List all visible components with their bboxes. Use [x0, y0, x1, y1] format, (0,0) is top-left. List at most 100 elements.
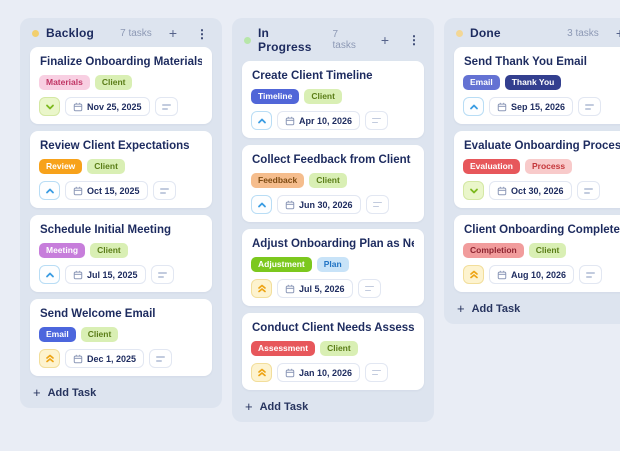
due-date-chip[interactable]: Jan 10, 2026 [277, 363, 361, 382]
add-card-button[interactable]: + [167, 26, 179, 40]
due-date-chip[interactable]: Oct 30, 2026 [489, 181, 572, 201]
calendar-icon [497, 102, 507, 112]
due-date-label: Aug 10, 2026 [511, 269, 567, 280]
add-task-button[interactable]: + Add Task [245, 400, 421, 413]
card-controls: Oct 30, 2026 [463, 181, 620, 201]
tag: Review [39, 159, 83, 175]
card-tags: Completion Client [463, 243, 620, 259]
card-tags: Feedback Client [251, 173, 415, 188]
task-card[interactable]: Conduct Client Needs Assessment Assessme… [242, 313, 424, 390]
priority-button[interactable] [251, 363, 272, 382]
notes-button[interactable] [576, 181, 600, 201]
column-task-count: 7 tasks [120, 27, 152, 39]
card-title: Client Onboarding Completed [464, 224, 620, 237]
column-menu-button[interactable]: ⋮ [194, 27, 210, 40]
due-date-label: Dec 1, 2025 [87, 353, 137, 364]
calendar-icon [73, 102, 83, 112]
card-title: Send Welcome Email [40, 308, 156, 321]
chevron-up-icon [45, 188, 54, 194]
card-list: Create Client Timeline Timeline Client A… [242, 61, 424, 390]
task-card[interactable]: Schedule Initial Meeting Meeting Client … [30, 215, 212, 293]
notes-icon [585, 104, 595, 110]
due-date-chip[interactable]: Oct 15, 2025 [65, 181, 148, 201]
calendar-icon [285, 116, 295, 125]
kebab-menu-icon: ⋮ [196, 26, 208, 41]
task-card[interactable]: Send Welcome Email Email Client Dec 1, 2… [30, 299, 212, 377]
column-status-dot [456, 29, 463, 37]
priority-button[interactable] [39, 265, 60, 285]
add-task-button[interactable]: + Add Task [33, 386, 209, 399]
card-controls: Jul 15, 2025 [39, 265, 203, 285]
task-card[interactable]: Client Onboarding Completed Completion C… [454, 215, 620, 293]
column-menu-button[interactable]: ⋮ [406, 33, 422, 46]
task-card[interactable]: Evaluate Onboarding Process Evaluation P… [454, 131, 620, 209]
task-card[interactable]: Adjust Onboarding Plan as Needed Adjustm… [242, 229, 424, 306]
card-tags: Review Client [39, 159, 203, 175]
tag: Client [80, 327, 119, 343]
calendar-icon [285, 200, 295, 209]
priority-button[interactable] [39, 181, 60, 201]
notes-button[interactable] [357, 279, 381, 298]
double-chevron-up-icon [257, 284, 266, 293]
notes-button[interactable] [154, 97, 178, 117]
task-card[interactable]: Create Client Timeline Timeline Client A… [242, 61, 424, 138]
notes-button[interactable] [365, 363, 389, 382]
due-date-chip[interactable]: Apr 10, 2026 [277, 111, 361, 130]
due-date-chip[interactable]: Jun 30, 2026 [277, 195, 361, 214]
calendar-icon [497, 186, 507, 196]
notes-button[interactable] [365, 111, 389, 130]
priority-button[interactable] [39, 97, 60, 117]
notes-button[interactable] [365, 195, 389, 214]
card-tags: Timeline Client [251, 89, 415, 104]
add-card-button[interactable]: + [614, 26, 620, 40]
tag: Email [463, 75, 500, 91]
notes-button[interactable] [579, 265, 603, 285]
priority-button[interactable] [251, 111, 272, 130]
priority-button[interactable] [463, 181, 484, 201]
due-date-chip[interactable]: Aug 10, 2026 [489, 265, 575, 285]
due-date-chip[interactable]: Dec 1, 2025 [65, 349, 145, 369]
due-date-label: Nov 25, 2025 [87, 101, 142, 112]
notes-button[interactable] [578, 97, 602, 117]
notes-icon [372, 117, 382, 124]
due-date-chip[interactable]: Nov 25, 2025 [65, 97, 150, 117]
priority-button[interactable] [251, 279, 272, 298]
column-status-dot [244, 36, 251, 44]
due-date-chip[interactable]: Jul 5, 2026 [277, 279, 353, 298]
add-task-label: Add Task [259, 400, 309, 413]
task-card[interactable]: Finalize Onboarding Materials Materials … [30, 47, 212, 125]
task-card[interactable]: Send Thank You Email Email Thank You Sep… [454, 47, 620, 125]
add-task-button[interactable]: + Add Task [457, 302, 620, 315]
due-date-chip[interactable]: Jul 15, 2025 [65, 265, 146, 285]
column-title: Done [470, 26, 501, 41]
due-date-label: Oct 15, 2025 [87, 185, 140, 196]
priority-button[interactable] [463, 265, 484, 285]
card-controls: Jan 10, 2026 [251, 363, 415, 382]
notes-button[interactable] [150, 265, 174, 285]
notes-button[interactable] [152, 181, 176, 201]
priority-button[interactable] [463, 97, 484, 117]
notes-icon [161, 104, 171, 110]
chevron-down-icon [45, 104, 54, 110]
notes-icon [364, 285, 374, 292]
tag: Process [524, 159, 573, 175]
add-card-button[interactable]: + [379, 33, 391, 47]
due-date-label: Jan 10, 2026 [299, 367, 353, 378]
column-task-count: 7 tasks [332, 29, 356, 51]
due-date-chip[interactable]: Sep 15, 2026 [489, 97, 574, 117]
due-date-label: Apr 10, 2026 [299, 115, 353, 126]
tag: Client [304, 89, 342, 104]
plus-icon: + [380, 31, 389, 48]
kebab-menu-icon: ⋮ [408, 33, 420, 48]
task-card[interactable]: Collect Feedback from Client Feedback Cl… [242, 145, 424, 222]
card-title: Adjust Onboarding Plan as Needed [252, 238, 414, 250]
notes-icon [159, 188, 169, 194]
card-controls: Oct 15, 2025 [39, 181, 203, 201]
task-card[interactable]: Review Client Expectations Review Client… [30, 131, 212, 209]
column-header: In Progress 7 tasks + ⋮ [242, 24, 424, 61]
priority-button[interactable] [251, 195, 272, 214]
card-tags: Materials Client [39, 75, 203, 91]
notes-button[interactable] [149, 349, 173, 369]
priority-button[interactable] [39, 349, 60, 369]
plus-icon: + [168, 25, 177, 41]
